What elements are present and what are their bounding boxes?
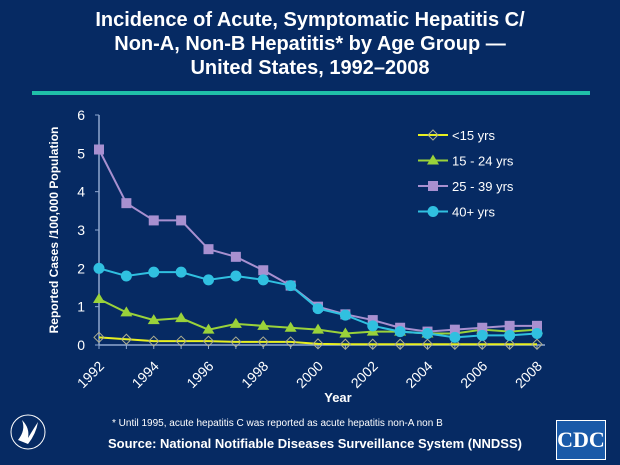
data-point-15-yrs [394,338,406,350]
cdc-logo: CDC [556,420,606,460]
data-point-15-yrs [284,336,297,348]
data-point-15-yrs [421,338,434,350]
series-line-15-yrs [98,336,537,346]
x-tick-label: 2006 [457,358,490,391]
data-point-40-yrs [120,270,132,282]
data-point-15-yrs [202,335,215,347]
y-axis-label: Reported Cases /100,000 Population [47,127,61,334]
chart-title: Incidence of Acute, Symptomatic Hepatiti… [0,8,620,80]
data-point-40-yrs [230,270,242,282]
title-line: United States, 1992–2008 [190,57,430,79]
x-tick-label: 2000 [293,358,326,391]
data-point-40-yrs [367,320,379,332]
y-tick-label: 5 [77,145,85,161]
data-point-25-39-yrs [94,144,104,155]
data-point-15-yrs [503,338,516,350]
data-point-15-24-yrs [284,321,297,332]
data-point-25-39-yrs [121,198,132,209]
data-point-15-24-yrs [257,319,270,330]
data-point-40-yrs [148,266,160,278]
data-point-15-24-yrs [202,323,215,334]
data-point-40-yrs [312,303,324,315]
legend-marker-25-39-yrs [428,181,438,191]
x-tick-label: 2008 [512,358,545,391]
hhs-eagle-logo-icon [10,414,46,450]
legend-marker-15-24-yrs [427,154,439,165]
data-point-40-yrs [339,309,351,321]
data-point-40-yrs [476,329,488,341]
y-tick-label: 0 [77,337,85,353]
x-tick-label: 2004 [402,358,435,391]
legend-marker-40-yrs [427,206,439,217]
data-point-15-yrs [257,336,269,348]
legend-label-15-24-yrs: 15 - 24 yrs [452,154,514,169]
footnote: * Until 1995, acute hepatitis C was repo… [112,418,443,429]
data-point-25-39-yrs [449,324,460,335]
data-point-15-yrs [120,333,133,345]
y-tick-label: 2 [77,260,85,276]
data-point-40-yrs [203,274,214,286]
y-tick-label: 4 [77,184,85,200]
data-point-15-yrs [175,335,187,347]
data-point-40-yrs [257,274,269,286]
legend-marker-15-yrs [427,129,439,141]
legend-label-25-39-yrs: 25 - 39 yrs [452,179,514,194]
data-point-15-yrs [148,335,160,347]
data-point-15-yrs [476,338,488,350]
title-line: Non-A, Non-B Hepatitis* by Age Group — [114,33,506,55]
y-tick-label: 6 [77,107,85,123]
data-point-40-yrs [394,326,406,338]
x-tick-label: 2002 [348,358,381,391]
data-point-25-39-yrs [176,215,187,226]
data-point-15-yrs [339,338,352,350]
legend-label-40-yrs: 40+ yrs [452,205,495,220]
y-tick-label: 1 [77,299,85,315]
data-point-25-39-yrs [477,322,488,333]
data-point-15-yrs [93,331,105,344]
x-axis-label: Year [324,390,351,405]
data-point-15-24-yrs [147,314,160,325]
data-point-15-24-yrs [229,317,242,328]
data-point-15-yrs [449,338,461,350]
data-point-40-yrs [504,329,516,341]
data-point-40-yrs [422,328,433,339]
data-point-25-39-yrs [203,244,214,255]
x-tick-label: 1996 [183,358,216,391]
x-tick-label: 1994 [129,358,162,391]
data-point-15-yrs [312,338,324,350]
data-point-15-24-yrs [175,312,188,323]
data-point-25-39-yrs [230,251,241,262]
data-point-15-24-yrs [339,327,352,338]
data-point-25-39-yrs [532,320,542,331]
x-tick-label: 1992 [74,358,107,391]
data-point-25-39-yrs [367,315,378,326]
data-point-25-39-yrs [148,215,159,226]
data-point-40-yrs [285,280,297,292]
data-point-40-yrs [531,328,543,339]
data-point-25-39-yrs [504,320,515,331]
x-tick-label: 1998 [238,358,271,391]
data-point-40-yrs [175,266,187,278]
data-point-15-24-yrs [120,306,133,317]
data-point-40-yrs [93,262,105,274]
data-point-15-24-yrs [312,323,324,334]
data-point-15-yrs [367,338,379,350]
title-divider [32,91,590,95]
y-tick-label: 3 [77,222,85,238]
title-line: Incidence of Acute, Symptomatic Hepatiti… [95,9,525,31]
data-point-25-39-yrs [258,265,269,276]
legend-label-15-yrs: <15 yrs [452,128,495,143]
data-point-15-24-yrs [93,293,105,303]
source-note: Source: National Notifiable Diseases Sur… [108,436,522,451]
data-point-15-yrs [531,338,543,350]
data-point-15-yrs [230,336,242,348]
data-point-40-yrs [449,331,461,343]
